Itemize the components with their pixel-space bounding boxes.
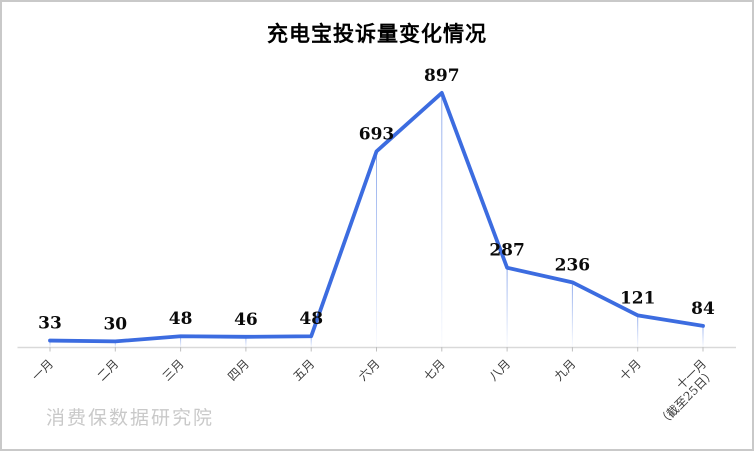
drop-line: [376, 151, 377, 348]
data-point-label: 236: [555, 255, 591, 275]
category-label-group: 十月: [617, 357, 644, 384]
category-label: 三月: [160, 357, 187, 384]
category-label: 七月: [421, 357, 448, 384]
data-point-label: 30: [103, 314, 127, 334]
drop-line: [637, 315, 639, 348]
category-label: 八月: [486, 357, 513, 384]
category-label: 二月: [95, 357, 122, 384]
category-label: 五月: [290, 357, 317, 384]
category-label-group: 一月: [29, 357, 56, 384]
data-point-label: 121: [620, 288, 656, 308]
category-label-group: 六月: [356, 357, 383, 384]
drop-line: [245, 336, 247, 348]
drop-line: [571, 282, 573, 348]
data-point-label: 897: [424, 66, 460, 86]
category-label-group: 十一月（截至25日）: [655, 357, 718, 429]
data-point-label: 84: [691, 299, 715, 319]
category-label: 一月: [29, 357, 56, 384]
category-label-group: 五月: [290, 357, 317, 384]
data-point-label: 693: [359, 124, 395, 144]
category-label-group: 七月: [421, 357, 448, 384]
category-label: 九月: [552, 357, 579, 384]
data-point-label: 46: [234, 310, 258, 330]
drop-line: [441, 92, 443, 348]
drop-line: [49, 340, 51, 348]
chart-title: 充电宝投诉量变化情况: [267, 21, 487, 46]
data-point-label: 48: [299, 309, 323, 329]
category-label: 四月: [225, 357, 252, 384]
category-label-group: 三月: [160, 357, 187, 384]
data-point-label: 287: [489, 241, 525, 261]
category-label-group: 四月: [225, 357, 252, 384]
category-label-group: 九月: [552, 357, 579, 384]
drop-line: [114, 341, 116, 348]
category-label-group: 二月: [95, 357, 122, 384]
drop-line: [702, 325, 704, 348]
data-point-label: 48: [169, 309, 193, 329]
drop-line: [506, 267, 508, 348]
data-point-label: 33: [38, 314, 62, 334]
drop-line: [310, 336, 312, 348]
series-line-complaints: [48, 91, 705, 344]
category-label: 十月: [617, 357, 644, 384]
category-label-group: 八月: [486, 357, 513, 384]
drop-line: [180, 336, 182, 348]
watermark-text: 消费保数据研究院: [46, 407, 215, 429]
category-label: 六月: [356, 357, 383, 384]
